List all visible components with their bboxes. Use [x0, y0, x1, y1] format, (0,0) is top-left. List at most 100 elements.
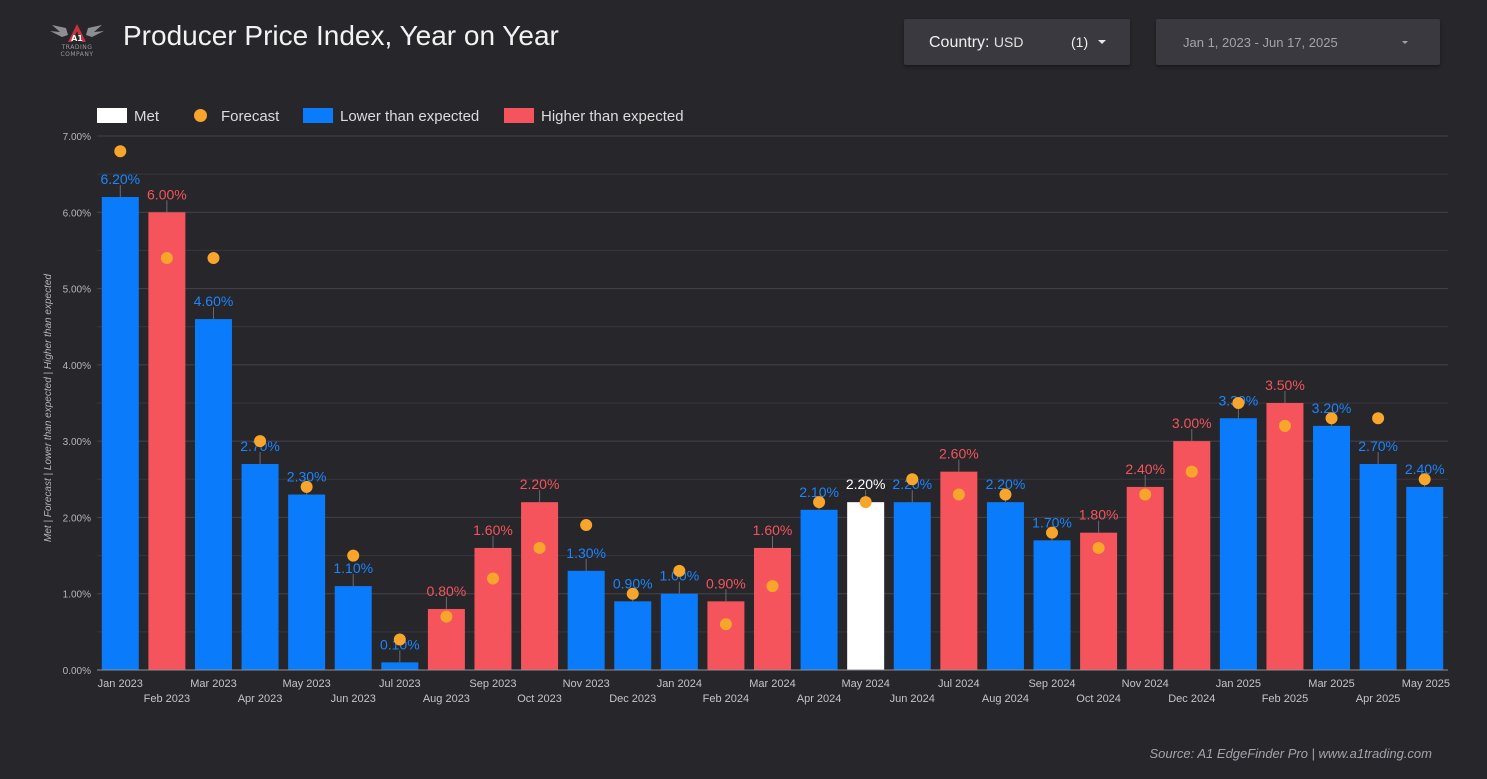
legend-swatch-higher: [504, 108, 534, 123]
bar: [1219, 418, 1257, 670]
chevron-down-icon: [1098, 40, 1106, 44]
bar: [148, 212, 186, 671]
value-label: 3.50%: [1265, 377, 1305, 393]
forecast-point: [580, 519, 593, 532]
forecast-point: [207, 252, 220, 265]
x-tick-label: Oct 2024: [1076, 693, 1121, 705]
value-label: 2.20%: [846, 476, 886, 492]
forecast-point: [673, 564, 686, 577]
value-label: 0.80%: [427, 583, 467, 599]
bar: [288, 494, 326, 670]
y-tick-label: 2.00%: [63, 513, 91, 524]
x-tick-label: Mar 2023: [190, 678, 236, 690]
forecast-point: [813, 496, 826, 509]
bar: [986, 502, 1024, 670]
legend-label-lower: Lower than expected: [340, 108, 480, 125]
forecast-point: [952, 488, 965, 501]
value-label: 2.20%: [520, 476, 560, 492]
forecast-point: [766, 580, 779, 593]
x-tick-label: Oct 2023: [517, 693, 562, 705]
forecast-point: [1325, 412, 1338, 425]
x-tick-label: Aug 2023: [423, 693, 470, 705]
forecast-point: [999, 488, 1012, 501]
bar: [893, 502, 931, 670]
x-tick-label: Jan 2024: [657, 678, 702, 690]
country-filter-dropdown[interactable]: Country: USD (1): [904, 19, 1130, 65]
legend-label-higher: Higher than expected: [541, 108, 684, 125]
x-tick-label: Apr 2025: [1356, 693, 1401, 705]
y-tick-label: 0.00%: [63, 666, 91, 677]
bar: [334, 586, 372, 670]
chevron-down-icon: [1402, 41, 1408, 44]
forecast-point: [719, 618, 732, 631]
country-value: USD: [993, 34, 1024, 50]
forecast-point: [1046, 526, 1059, 539]
bar: [474, 547, 512, 670]
value-label: 3.20%: [1312, 400, 1352, 416]
x-tick-label: Jun 2024: [890, 693, 935, 705]
legend-label-met: Met: [134, 108, 160, 125]
x-tick-label: Jan 2023: [98, 678, 143, 690]
value-label: 2.40%: [1125, 461, 1165, 477]
bar: [707, 601, 745, 670]
legend-swatch-met: [97, 108, 127, 123]
value-label: 4.60%: [194, 293, 234, 309]
x-tick-label: Apr 2024: [797, 693, 842, 705]
forecast-point: [160, 252, 173, 265]
forecast-point: [300, 480, 313, 493]
forecast-point: [347, 549, 360, 562]
forecast-point: [1139, 488, 1152, 501]
bar: [660, 593, 698, 670]
date-range-value: Jan 1, 2023 - Jun 17, 2025: [1183, 35, 1338, 50]
bar: [101, 197, 139, 670]
bar: [800, 509, 838, 670]
value-label: 6.00%: [147, 186, 187, 202]
country-filter-label: Country: USD: [929, 34, 1024, 51]
y-tick-label: 3.00%: [63, 437, 91, 448]
page-title: Producer Price Index, Year on Year: [123, 20, 559, 51]
bar: [754, 547, 791, 670]
date-range-picker[interactable]: Jan 1, 2023 - Jun 17, 2025: [1156, 19, 1440, 65]
bar: [1313, 425, 1351, 670]
bar: [1173, 441, 1211, 670]
bar: [940, 471, 978, 670]
value-label: 2.70%: [1358, 438, 1398, 454]
forecast-point: [906, 473, 919, 486]
bar: [567, 570, 605, 670]
value-label: 0.90%: [613, 575, 653, 591]
logo: A1 TRADING COMPANY: [46, 22, 108, 58]
x-tick-label: Aug 2024: [982, 693, 1029, 705]
bar: [1266, 403, 1304, 670]
logo-glyph: A1: [71, 34, 83, 43]
y-tick-label: 1.00%: [63, 590, 91, 601]
bar: [241, 464, 279, 670]
value-label: 1.30%: [566, 545, 606, 561]
x-tick-label: Jun 2023: [331, 693, 376, 705]
bar: [1033, 540, 1071, 670]
bar: [1359, 464, 1397, 670]
bar: [1406, 486, 1444, 670]
value-label: 2.60%: [939, 446, 979, 462]
forecast-point: [1418, 473, 1431, 486]
x-tick-label: Jul 2023: [379, 678, 421, 690]
y-axis-title: Met | Forecast | Lower than expected | H…: [43, 274, 54, 542]
logo-wings-icon: A1: [50, 24, 104, 43]
legend-dot-forecast: [194, 109, 207, 122]
forecast-point: [1185, 465, 1198, 478]
forecast-point: [626, 587, 639, 600]
value-label: 1.60%: [473, 522, 513, 538]
bar: [614, 601, 652, 670]
forecast-point: [1232, 397, 1245, 409]
forecast-point: [254, 435, 267, 448]
x-tick-label: Jan 2025: [1216, 678, 1261, 690]
value-label: 6.20%: [100, 171, 140, 187]
legend-swatch-lower: [303, 108, 333, 123]
y-tick-label: 7.00%: [63, 132, 91, 143]
y-tick-label: 4.00%: [63, 361, 91, 372]
value-label: 2.10%: [799, 484, 839, 500]
x-tick-label: Mar 2024: [749, 678, 795, 690]
x-tick-label: Feb 2023: [144, 693, 190, 705]
value-label: 2.40%: [1405, 461, 1445, 477]
forecast-point: [114, 145, 127, 158]
